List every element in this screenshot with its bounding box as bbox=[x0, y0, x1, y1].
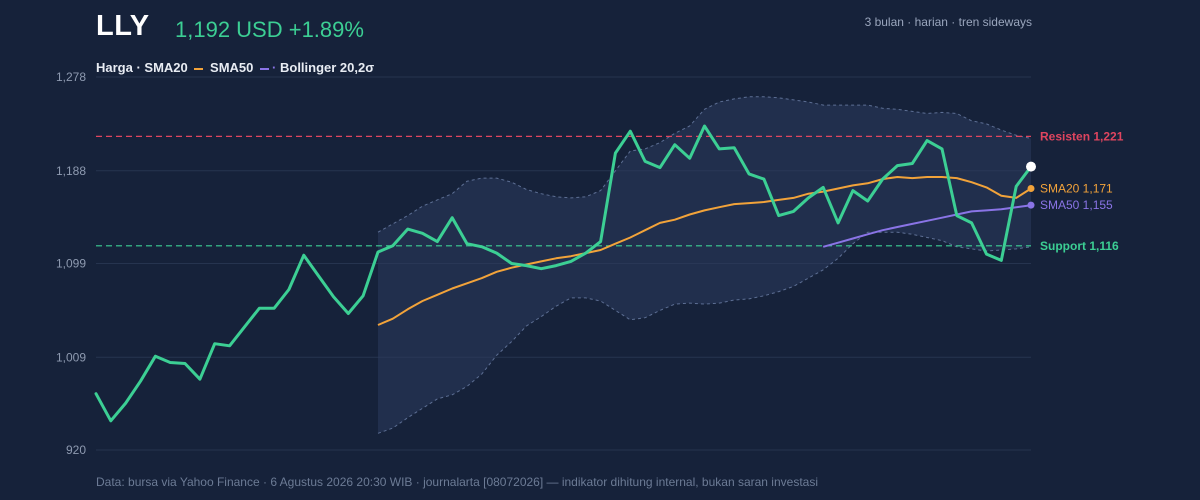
y-tick-label: 1,278 bbox=[56, 70, 86, 84]
price-line bbox=[94, 124, 1033, 423]
legend-bollinger-label: Bollinger 20,2σ bbox=[279, 60, 375, 75]
legend-sma50-label: SMA50 bbox=[210, 60, 254, 75]
resisten-label: Resisten 1,221 bbox=[1040, 129, 1124, 143]
sma50-end-marker bbox=[1027, 201, 1035, 209]
price-change: 1,192 USD +1.89% bbox=[175, 17, 364, 42]
sma50-line bbox=[822, 204, 1032, 248]
support-label: Support 1,116 bbox=[1040, 239, 1119, 253]
source-footer: Data: bursa via Yahoo Finance · 6 Agustu… bbox=[96, 475, 818, 489]
legend-price-label: Harga · bbox=[96, 60, 141, 75]
bollinger-upper-line bbox=[377, 96, 1032, 233]
legend-sma20-swatch bbox=[194, 67, 204, 70]
y-tick-label: 1,188 bbox=[56, 164, 86, 178]
legend-sma50-swatch bbox=[260, 67, 270, 70]
bollinger-lower-line bbox=[377, 231, 1032, 434]
ticker-symbol: LLY bbox=[96, 10, 150, 42]
y-tick-label: 1,009 bbox=[56, 350, 86, 364]
y-tick-label: 920 bbox=[66, 443, 86, 457]
y-tick-label: 1,099 bbox=[56, 257, 86, 271]
sma20-end-marker bbox=[1027, 184, 1035, 192]
legend-sma20-label: SMA20 bbox=[144, 60, 188, 75]
bollinger-band-fill bbox=[378, 96, 1031, 434]
sma50-end-label: SMA50 1,155 bbox=[1040, 198, 1113, 212]
sma20-end-label: SMA20 1,171 bbox=[1040, 181, 1113, 195]
period-info: 3 bulan · harian · tren sideways bbox=[864, 15, 1032, 29]
chart-legend: Harga · SMA20 SMA50 · Bollinger 20,2σ bbox=[96, 60, 374, 75]
price-end-marker bbox=[1026, 161, 1036, 172]
sma20-line bbox=[377, 176, 1032, 326]
legend-sma50-dot: · bbox=[272, 60, 277, 75]
